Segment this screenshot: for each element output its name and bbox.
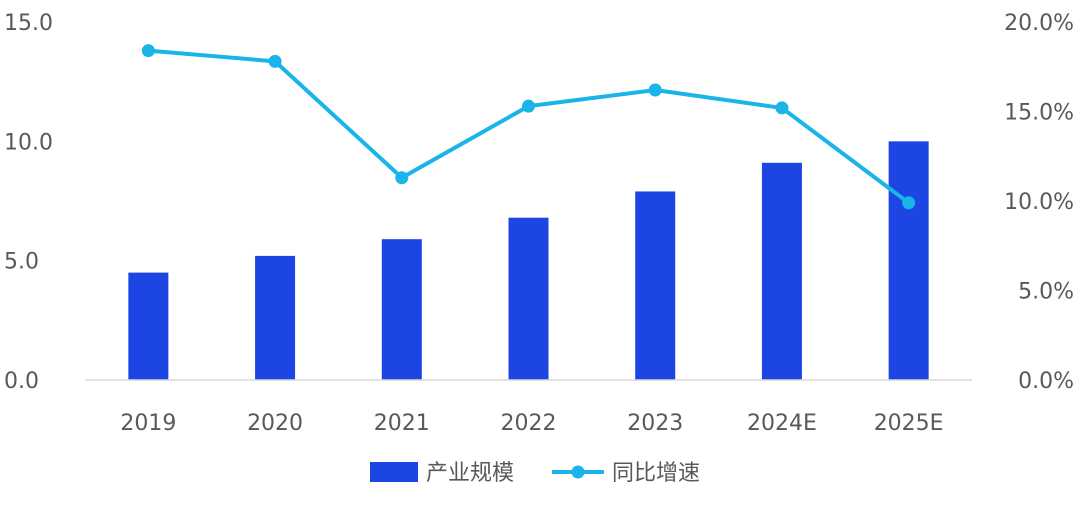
x-axis: 2019 2020 2021 2022 2023 2024E 2025E (120, 411, 943, 436)
left-tick-label: 0.0 (4, 369, 39, 394)
x-tick-label: 2019 (120, 411, 176, 436)
x-tick-label: 2020 (247, 411, 303, 436)
right-tick-label: 10.0% (1004, 190, 1074, 215)
growth-point-2024E (775, 101, 789, 115)
growth-point-2020 (268, 54, 282, 68)
x-tick-label: 2022 (501, 411, 557, 436)
x-tick-label: 2025E (874, 411, 944, 436)
growth-point-2023 (648, 83, 662, 97)
x-tick-label: 2023 (627, 411, 683, 436)
legend-line-label: 同比增速 (612, 461, 700, 486)
left-axis: 0.0 5.0 10.0 15.0 (4, 11, 53, 394)
bar-2021 (381, 239, 422, 380)
legend-bar-swatch (370, 462, 418, 482)
growth-point-2019 (141, 44, 155, 58)
right-axis: 0.0% 5.0% 10.0% 15.0% 20.0% (1004, 11, 1074, 394)
growth-point-2022 (522, 99, 535, 113)
x-tick-label: 2021 (374, 411, 430, 436)
right-tick-label: 20.0% (1004, 11, 1074, 36)
bar-2020 (255, 255, 296, 380)
legend: 产业规模 同比增速 (370, 461, 700, 486)
bar-2024E (761, 162, 802, 380)
bar-2022 (508, 217, 549, 380)
bar-2023 (635, 191, 676, 380)
bar-series (128, 141, 929, 380)
line-series (141, 44, 916, 210)
left-tick-label: 5.0 (4, 250, 39, 275)
bar-2025E (888, 141, 929, 380)
legend-line-marker (571, 465, 585, 479)
left-tick-label: 10.0 (4, 130, 53, 155)
growth-point-2021 (395, 171, 409, 185)
right-tick-label: 15.0% (1004, 101, 1074, 126)
bar-2019 (128, 272, 169, 380)
right-tick-label: 5.0% (1018, 280, 1074, 305)
legend-bar-label: 产业规模 (426, 461, 514, 486)
right-tick-label: 0.0% (1018, 369, 1074, 394)
x-tick-label: 2024E (747, 411, 817, 436)
left-tick-label: 15.0 (4, 11, 53, 36)
growth-point-2025E (902, 196, 916, 210)
